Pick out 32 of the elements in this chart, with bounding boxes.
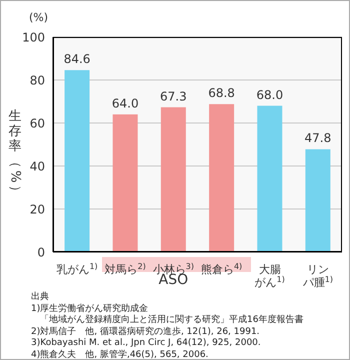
text: 2)対馬信子 他, 循環器病研究の進歩, 12(1), 26, 1991. <box>31 326 261 338</box>
text: 「地域がん登録精度向上と活用に関する研究」平成16年度報告書 <box>39 315 304 326</box>
x-tick-label: リンパ腫$^{1)}$ <box>302 263 334 289</box>
y-tick-label: 20 <box>30 202 45 216</box>
x-tick-label: 熊倉ら$^{4)}$ <box>200 262 242 276</box>
x-tick-label: 乳がん$^{1)}$ <box>56 262 98 276</box>
bar <box>257 106 282 252</box>
data-label: 68.0 <box>256 88 284 102</box>
y-axis-title: 生存率（%） <box>7 109 23 200</box>
text: 1)厚生労働省がん研究助成金 <box>31 304 150 314</box>
bar <box>160 107 186 252</box>
y-tick-label: 40 <box>30 159 45 174</box>
x-tick-label: 対馬ら$^{2)}$ <box>104 262 146 276</box>
text: 3)Kobayashi M. et al., Jpn Circ J, 64(12), 925, 2000. <box>31 338 262 350</box>
text: ASO <box>158 272 188 288</box>
data-label: 67.3 <box>160 89 187 104</box>
data-label: 68.8 <box>208 86 235 100</box>
text: (%) <box>29 11 48 24</box>
y-tick-label: 60 <box>30 116 45 130</box>
bar <box>112 114 138 252</box>
y-tick-label: 80 <box>30 73 45 88</box>
data-label: 64.0 <box>112 96 139 110</box>
bar <box>305 149 330 252</box>
text: 4)熊倉久夫 他, 脈管学,46(5), 565, 2006. <box>31 350 210 360</box>
y-tick-label: 0 <box>37 245 45 260</box>
y-tick-label: 100 <box>22 30 45 44</box>
x-tick-label: 大腸がん$^{1)}$ <box>254 263 285 289</box>
bar <box>64 70 90 252</box>
data-label: 84.6 <box>64 52 90 66</box>
text: 出典 <box>31 292 50 304</box>
bar <box>209 104 234 252</box>
data-label: 47.8 <box>304 131 332 146</box>
